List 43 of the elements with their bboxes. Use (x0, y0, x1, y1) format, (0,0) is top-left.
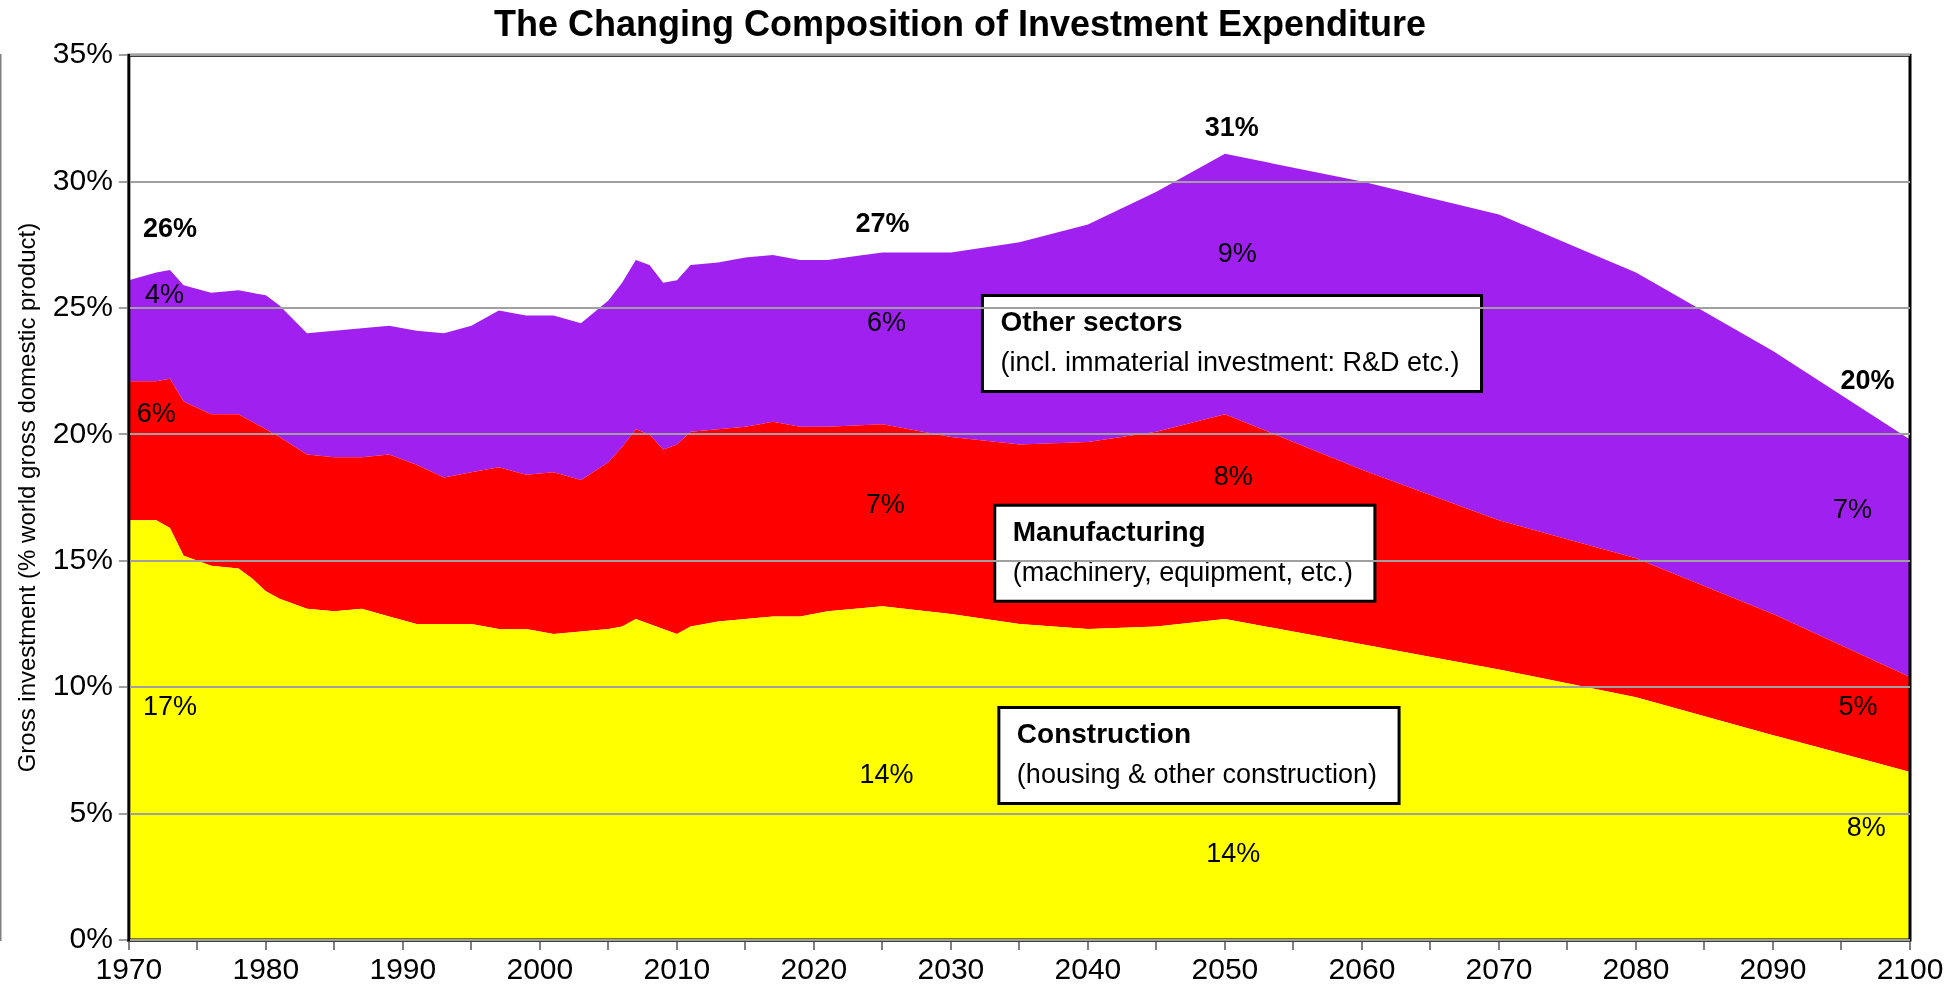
y-tick-label: 20% (52, 415, 113, 449)
x-tick-label: 1970 (95, 952, 163, 986)
x-tick-label: 1990 (369, 952, 437, 986)
x-tick-label: 1980 (232, 952, 300, 986)
series-label: Other sectors (incl. immaterial investment: R&D etc.) (1000, 306, 1460, 377)
annotation: 6% (136, 397, 176, 428)
annotation: 9% (1217, 238, 1257, 269)
annotation: 27% (855, 208, 910, 239)
y-tick-label: 25% (52, 289, 113, 323)
y-tick-label: 15% (52, 542, 113, 576)
x-tick-label: 2100 (1876, 952, 1944, 986)
y-tick-label: 5% (69, 794, 113, 828)
series-label: Construction (housing & other construction) (1016, 718, 1378, 789)
annotation: 8% (1213, 460, 1253, 491)
annotation: 26% (142, 213, 197, 244)
annotation: 4% (144, 278, 184, 309)
y-tick-label: 0% (69, 921, 113, 955)
x-tick-label: 2020 (780, 952, 848, 986)
y-tick-label: 30% (52, 162, 113, 196)
annotation: 7% (1832, 493, 1872, 524)
y-tick-label: 10% (52, 668, 113, 702)
annotation: 8% (1846, 812, 1886, 843)
chart-title: The Changing Composition of Investment Expenditure (493, 2, 1427, 44)
annotation: 14% (1206, 837, 1261, 868)
annotation: 14% (859, 759, 914, 790)
annotation: 17% (142, 690, 197, 721)
annotation: 5% (1838, 690, 1878, 721)
y-tick-label: 35% (52, 36, 113, 70)
x-tick-label: 2080 (1602, 952, 1670, 986)
series-label: Manufacturing (machinery, equipment, etc.) (1012, 515, 1353, 587)
annotation: 20% (1840, 364, 1895, 395)
x-tick-label: 2000 (506, 952, 574, 986)
annotation: 7% (865, 488, 905, 519)
x-tick-label: 2060 (1328, 952, 1396, 986)
x-tick-label: 2030 (917, 952, 985, 986)
y-axis-title: Gross investment (% world gross domestic product) (13, 222, 41, 773)
x-tick-label: 2040 (1054, 952, 1122, 986)
x-tick-label: 2050 (1191, 952, 1259, 986)
x-tick-label: 2070 (1465, 952, 1533, 986)
annotation: 31% (1204, 111, 1259, 142)
x-tick-label: 2010 (643, 952, 711, 986)
x-tick-label: 2090 (1739, 952, 1807, 986)
annotation: 6% (867, 306, 907, 337)
